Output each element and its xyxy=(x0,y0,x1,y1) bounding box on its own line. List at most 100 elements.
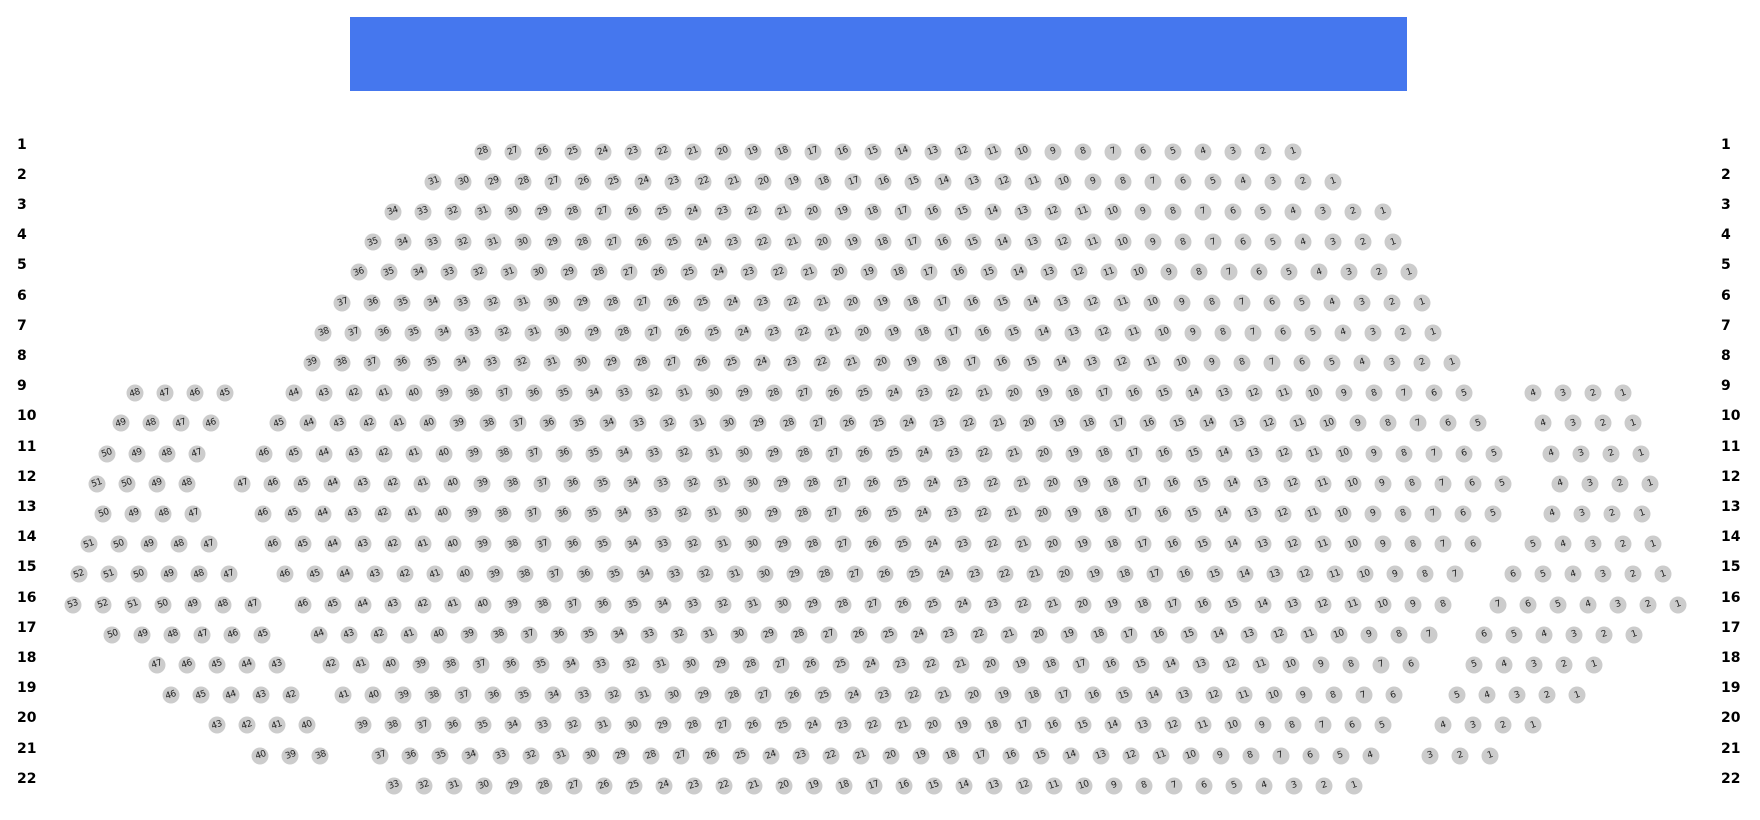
seat-row-14-49[interactable]: 49 xyxy=(140,535,158,553)
seat-row-8-8[interactable]: 8 xyxy=(1233,354,1251,372)
seat-row-7-9[interactable]: 9 xyxy=(1184,324,1202,342)
seat-row-13-13[interactable]: 13 xyxy=(1244,505,1262,523)
seat-row-13-10[interactable]: 10 xyxy=(1334,505,1352,523)
seat-row-10-38[interactable]: 38 xyxy=(479,414,497,432)
seat-row-21-19[interactable]: 19 xyxy=(912,747,930,764)
seat-row-15-37[interactable]: 37 xyxy=(546,565,564,583)
seat-row-4-14[interactable]: 14 xyxy=(994,233,1012,251)
seat-row-3-32[interactable]: 32 xyxy=(444,203,462,221)
seat-row-2-29[interactable]: 29 xyxy=(484,173,502,191)
seat-row-4-34[interactable]: 34 xyxy=(394,233,412,251)
seat-row-13-12[interactable]: 12 xyxy=(1274,505,1292,523)
seat-row-10-10[interactable]: 10 xyxy=(1319,414,1337,432)
seat-row-10-12[interactable]: 12 xyxy=(1259,414,1277,432)
seat-row-17-41[interactable]: 41 xyxy=(400,626,418,644)
seat-row-13-16[interactable]: 16 xyxy=(1154,505,1172,523)
seat-row-17-14[interactable]: 14 xyxy=(1210,626,1228,644)
seat-row-21-7[interactable]: 7 xyxy=(1272,747,1290,764)
seat-row-12-34[interactable]: 34 xyxy=(623,475,641,493)
seat-row-18-15[interactable]: 15 xyxy=(1132,656,1150,674)
seat-row-14-38[interactable]: 38 xyxy=(504,535,522,553)
seat-row-17-48[interactable]: 48 xyxy=(163,626,181,644)
seat-row-18-21[interactable]: 21 xyxy=(952,656,970,674)
seat-row-18-22[interactable]: 22 xyxy=(922,656,940,674)
seat-row-11-30[interactable]: 30 xyxy=(735,445,753,462)
seat-row-12-6[interactable]: 6 xyxy=(1464,475,1481,493)
seat-row-16-38[interactable]: 38 xyxy=(534,596,552,613)
seat-row-7-17[interactable]: 17 xyxy=(944,324,962,342)
seat-row-10-32[interactable]: 32 xyxy=(659,414,677,432)
seat-row-11-23[interactable]: 23 xyxy=(945,445,963,462)
seat-row-12-36[interactable]: 36 xyxy=(563,475,581,493)
seat-row-1-24[interactable]: 24 xyxy=(594,143,612,160)
seat-row-2-6[interactable]: 6 xyxy=(1174,173,1192,191)
seat-row-12-41[interactable]: 41 xyxy=(413,475,431,493)
seat-row-15-42[interactable]: 42 xyxy=(396,565,414,583)
seat-row-9-44[interactable]: 44 xyxy=(285,384,303,402)
seat-row-18-16[interactable]: 16 xyxy=(1102,656,1120,674)
seat-row-11-17[interactable]: 17 xyxy=(1125,445,1143,462)
seat-row-4-23[interactable]: 23 xyxy=(724,233,742,251)
seat-row-11-12[interactable]: 12 xyxy=(1275,445,1293,462)
seat-row-19-14[interactable]: 14 xyxy=(1145,686,1162,704)
seat-row-19-41[interactable]: 41 xyxy=(334,686,352,704)
seat-row-11-38[interactable]: 38 xyxy=(495,445,513,462)
seat-row-20-9[interactable]: 9 xyxy=(1254,716,1272,734)
seat-row-17-35[interactable]: 35 xyxy=(580,626,598,644)
seat-row-10-22[interactable]: 22 xyxy=(959,414,977,432)
seat-row-12-24[interactable]: 24 xyxy=(923,475,941,493)
seat-row-12-46[interactable]: 46 xyxy=(263,475,281,493)
seat-row-13-6[interactable]: 6 xyxy=(1454,505,1472,523)
seat-row-21-8[interactable]: 8 xyxy=(1242,747,1260,764)
seat-row-11-18[interactable]: 18 xyxy=(1095,445,1113,462)
seat-row-5-13[interactable]: 13 xyxy=(1040,263,1058,281)
seat-row-21-21[interactable]: 21 xyxy=(852,747,870,764)
seat-row-21-15[interactable]: 15 xyxy=(1032,747,1050,764)
seat-row-17-39[interactable]: 39 xyxy=(460,626,478,644)
seat-row-18-17[interactable]: 17 xyxy=(1072,656,1090,674)
seat-row-16-41[interactable]: 41 xyxy=(444,596,462,613)
seat-row-6-13[interactable]: 13 xyxy=(1053,294,1071,311)
seat-row-6-9[interactable]: 9 xyxy=(1173,294,1191,311)
seat-row-4-7[interactable]: 7 xyxy=(1204,233,1222,251)
seat-row-19-38[interactable]: 38 xyxy=(424,686,442,704)
seat-row-5-20[interactable]: 20 xyxy=(830,263,848,281)
seat-row-12-40[interactable]: 40 xyxy=(443,475,461,493)
seat-row-13-38[interactable]: 38 xyxy=(494,505,512,523)
seat-row-19-33[interactable]: 33 xyxy=(574,686,592,704)
seat-row-18-42[interactable]: 42 xyxy=(322,656,340,674)
seat-row-18-26[interactable]: 26 xyxy=(802,656,820,674)
seat-row-15-48[interactable]: 48 xyxy=(190,565,208,583)
seat-row-12-31[interactable]: 31 xyxy=(713,475,731,493)
seat-row-20-43[interactable]: 43 xyxy=(208,716,226,734)
seat-row-12-37[interactable]: 37 xyxy=(533,475,551,493)
seat-row-16-34[interactable]: 34 xyxy=(654,596,672,613)
seat-row-6-1[interactable]: 1 xyxy=(1413,294,1431,311)
seat-row-9-28[interactable]: 28 xyxy=(765,384,783,402)
seat-row-6-18[interactable]: 18 xyxy=(903,294,921,311)
seat-row-14-26[interactable]: 26 xyxy=(864,535,882,553)
seat-row-16-16[interactable]: 16 xyxy=(1194,596,1212,613)
seat-row-8-20[interactable]: 20 xyxy=(873,354,891,372)
seat-row-20-24[interactable]: 24 xyxy=(804,716,822,734)
seat-row-21-26[interactable]: 26 xyxy=(702,747,719,764)
seat-row-13-1[interactable]: 1 xyxy=(1633,505,1651,523)
seat-row-14-51[interactable]: 51 xyxy=(80,535,98,553)
seat-row-14-32[interactable]: 32 xyxy=(684,535,702,553)
seat-row-16-27[interactable]: 27 xyxy=(864,596,882,613)
seat-row-3-3[interactable]: 3 xyxy=(1314,203,1332,221)
seat-row-9-6[interactable]: 6 xyxy=(1425,384,1443,402)
seat-row-9-25[interactable]: 25 xyxy=(855,384,873,402)
seat-row-12-27[interactable]: 27 xyxy=(833,475,851,493)
seat-row-20-12[interactable]: 12 xyxy=(1164,716,1182,734)
seat-row-1-5[interactable]: 5 xyxy=(1164,143,1182,160)
seat-row-11-16[interactable]: 16 xyxy=(1155,445,1173,462)
seat-row-11-44[interactable]: 44 xyxy=(315,445,333,462)
seat-row-15-41[interactable]: 41 xyxy=(426,565,444,583)
seat-row-4-12[interactable]: 12 xyxy=(1054,233,1072,251)
seat-row-13-20[interactable]: 20 xyxy=(1034,505,1052,523)
seat-row-15-9[interactable]: 9 xyxy=(1386,565,1404,583)
seat-row-2-25[interactable]: 25 xyxy=(604,173,622,191)
seat-row-15-19[interactable]: 19 xyxy=(1086,565,1104,583)
seat-row-16-18[interactable]: 18 xyxy=(1134,596,1152,613)
